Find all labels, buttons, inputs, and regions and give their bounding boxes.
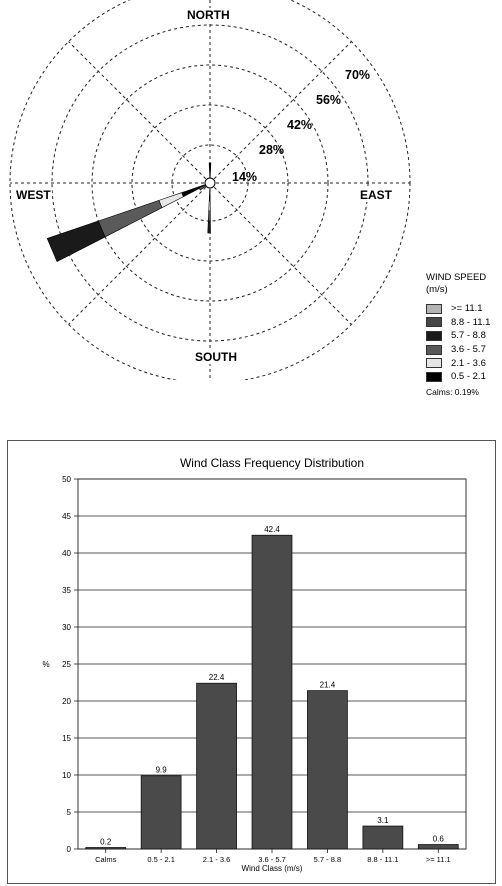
rose-petal-wsw — [158, 192, 184, 209]
ring-label-70: 70% — [345, 68, 371, 82]
x-tick-label: >= 11.1 — [426, 855, 451, 864]
x-tick-label: 3.6 - 5.7 — [258, 855, 286, 864]
wind-speed-legend: WIND SPEED (m/s) >= 11.1 8.8 - 11.1 5.7 - … — [426, 272, 502, 397]
bar-data-label: 21.4 — [320, 681, 336, 690]
bar — [196, 682, 237, 850]
ring-label-42: 42% — [287, 118, 313, 132]
legend-swatch — [426, 330, 442, 341]
bar — [85, 847, 127, 850]
x-tick-label: 5.7 - 8.8 — [314, 855, 342, 864]
bar-data-label: 42.4 — [264, 525, 280, 534]
chart-title: Wind Class Frequency Distribution — [180, 456, 364, 470]
x-tick-label: 0.5 - 2.1 — [147, 855, 175, 864]
rose-spoke — [209, 41, 352, 184]
rose-petal-s — [207, 210, 211, 222]
rose-petal-s — [208, 188, 211, 202]
east-label: EAST — [359, 188, 394, 202]
rose-spoke — [68, 182, 211, 325]
legend-swatch — [426, 303, 442, 314]
rose-petal-wsw — [97, 200, 163, 238]
rose-petal-n — [208, 162, 212, 179]
wind-rose — [9, 0, 411, 380]
legend-swatch — [426, 371, 442, 382]
rose-petal-s — [207, 220, 211, 234]
x-tick-label: 2.1 - 3.6 — [203, 855, 231, 864]
legend-swatch — [426, 317, 442, 328]
legend-entry: 2.1 - 3.6 — [426, 356, 502, 370]
legend-swatch — [426, 358, 442, 369]
y-tick-label: 50 — [62, 475, 71, 484]
y-tick-label: 15 — [62, 734, 71, 743]
y-tick-label: 0 — [67, 845, 72, 854]
y-tick-label: 45 — [62, 512, 71, 521]
legend-title: WIND SPEED — [426, 272, 487, 283]
rose-petal-s — [208, 200, 211, 212]
legend-entry: 3.6 - 5.7 — [426, 343, 502, 357]
legend-entry: 8.8 - 11.1 — [426, 316, 502, 330]
legend-entry: 0.5 - 2.1 — [426, 370, 502, 384]
legend-label: >= 11.1 — [451, 303, 483, 315]
legend-swatch — [426, 344, 442, 355]
bar-data-label: 22.4 — [209, 673, 225, 682]
y-tick-label: 10 — [62, 771, 71, 780]
north-label: NORTH — [186, 8, 231, 22]
ring-label-56: 56% — [316, 93, 342, 107]
y-tick-label: 40 — [62, 549, 71, 558]
bar — [417, 844, 459, 850]
y-axis-label: % — [42, 660, 49, 669]
rose-spoke — [68, 41, 211, 184]
calms-label: Calms: 0.19% — [426, 386, 479, 397]
bar-data-label: 0.6 — [433, 835, 445, 844]
legend-label: 3.6 - 5.7 — [451, 344, 486, 356]
ring-label-28: 28% — [259, 143, 285, 157]
legend-unit: (m/s) — [426, 284, 448, 295]
bar-data-label: 0.2 — [100, 838, 112, 847]
x-tick-label: 8.8 - 11.1 — [367, 855, 398, 864]
bar-data-label: 3.1 — [377, 816, 389, 825]
legend-label: 2.1 - 3.6 — [451, 357, 486, 369]
legend-entry: 5.7 - 8.8 — [426, 329, 502, 343]
rose-center — [204, 177, 216, 189]
y-tick-label: 35 — [62, 586, 71, 595]
bar — [362, 825, 404, 850]
bar-data-label: 9.9 — [156, 766, 168, 775]
wind-class-chart-panel: 0 5 10 15 20 25 30 35 40 45 50 Wind Class Frequency… — [7, 440, 496, 884]
x-axis-label: Wind Class (m/s) — [242, 864, 303, 873]
y-tick-label: 25 — [62, 660, 71, 669]
y-tick-label: 5 — [67, 808, 72, 817]
south-label: SOUTH — [194, 350, 238, 364]
x-tick-label: Calms — [95, 855, 117, 864]
bar — [307, 690, 348, 850]
legend-label: 0.5 - 2.1 — [451, 371, 486, 383]
rose-petal-wsw — [46, 220, 106, 263]
y-tick-label: 20 — [62, 697, 71, 706]
rose-ring — [91, 64, 329, 302]
y-tick-label: 30 — [62, 623, 71, 632]
legend-label: 8.8 - 11.1 — [451, 316, 491, 328]
rose-spoke — [209, 182, 352, 325]
wind-class-bar-chart: 0 5 10 15 20 25 30 35 40 45 50 Wind Class Frequency… — [42, 456, 467, 873]
legend-label: 5.7 - 8.8 — [451, 330, 486, 342]
bar — [251, 534, 293, 850]
bar — [140, 775, 182, 850]
west-label: WEST — [15, 188, 52, 202]
ring-label-14: 14% — [232, 170, 258, 184]
legend-entry: >= 11.1 — [426, 302, 502, 316]
